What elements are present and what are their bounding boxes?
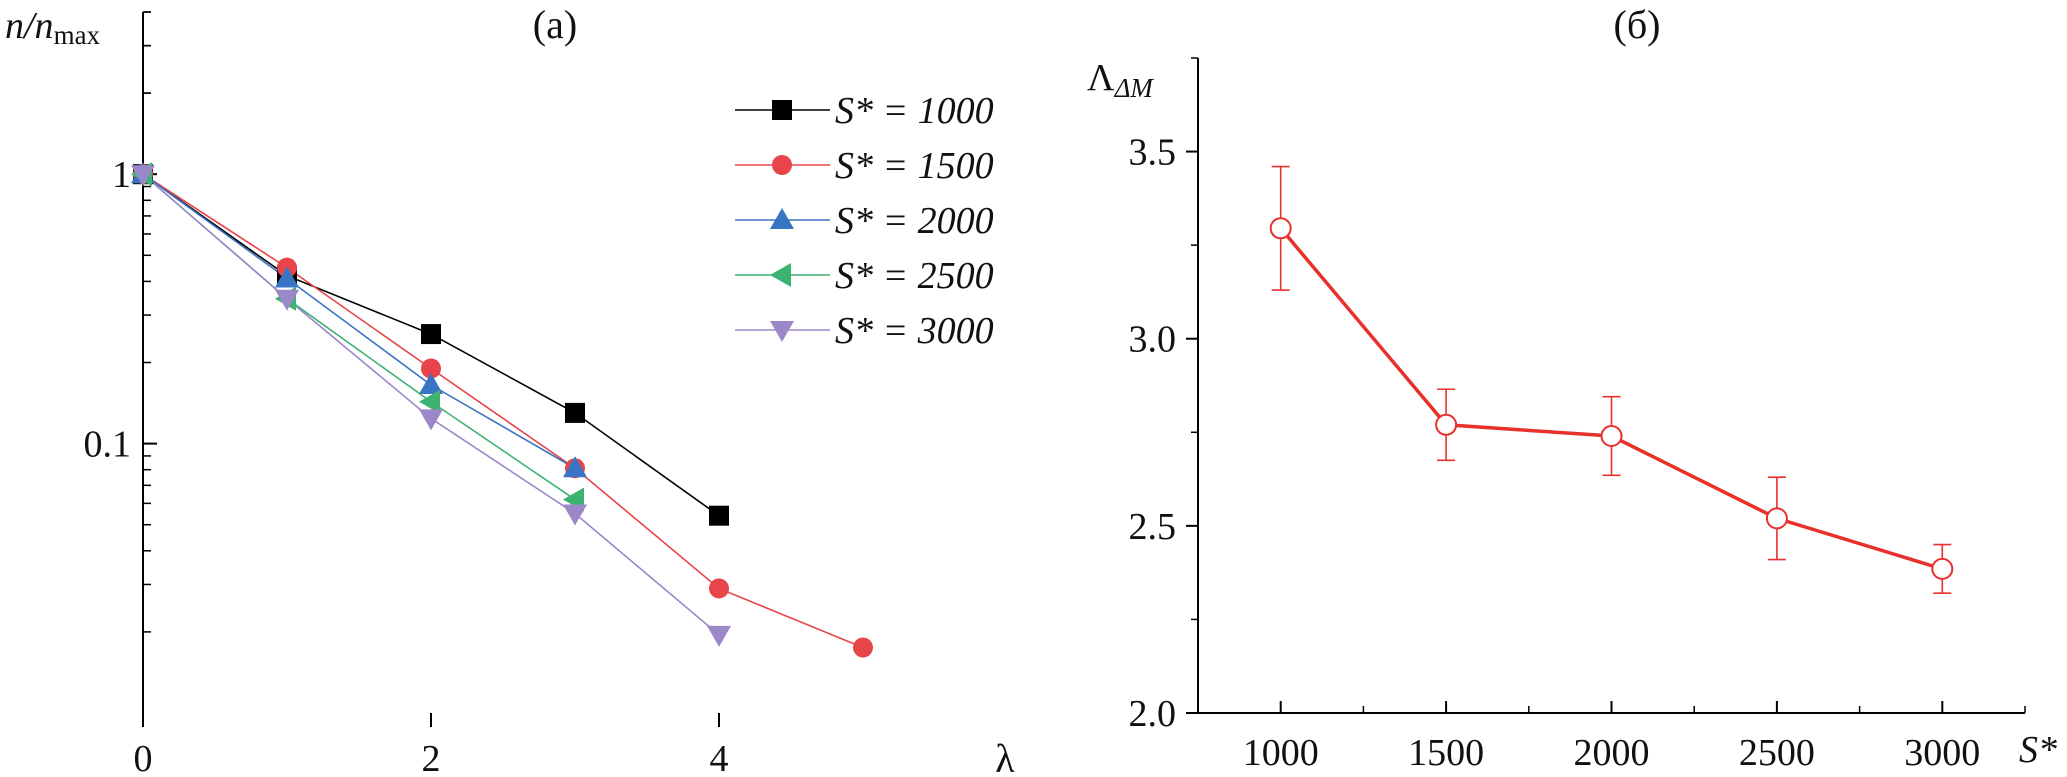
y-tick-label: 2.5 xyxy=(1129,506,1177,548)
panel-b-y-axis-label: ΛΔM xyxy=(1087,57,1154,103)
data-point xyxy=(131,165,155,187)
legend-label: S* = 2000 xyxy=(835,200,994,242)
data-point xyxy=(421,324,441,345)
panel-b-label: (б) xyxy=(1614,2,1661,47)
data-point xyxy=(419,389,440,414)
data-point xyxy=(709,505,729,526)
x-tick-label: 2000 xyxy=(1574,732,1650,774)
data-point xyxy=(853,637,873,658)
y-tick-label: 3.0 xyxy=(1129,319,1177,361)
data-point xyxy=(419,373,443,395)
data-point xyxy=(275,289,299,311)
y-tick-label: 3.5 xyxy=(1129,132,1177,174)
data-point xyxy=(709,578,729,599)
panel-a-label: (a) xyxy=(533,2,577,47)
legend-label: S* = 1500 xyxy=(835,145,994,187)
legend-marker xyxy=(770,321,794,342)
panel-b-x-axis-label: S* xyxy=(2019,729,2057,771)
y-tick-label: 0.1 xyxy=(84,424,132,466)
panel-a-legend: S* = 1000 S* = 1500 S* = 2000 S* = 2500 S* =… xyxy=(735,90,994,352)
series-line xyxy=(142,173,576,501)
data-point xyxy=(419,409,443,431)
y-tick-label: 2.0 xyxy=(1129,693,1177,735)
x-tick-label: 2 xyxy=(422,738,441,777)
data-point xyxy=(1435,413,1458,436)
data-point xyxy=(563,504,587,526)
x-tick-label: 1500 xyxy=(1408,732,1484,774)
data-point xyxy=(1931,557,1954,580)
data-point xyxy=(565,402,585,423)
data-point xyxy=(421,358,441,379)
legend-marker xyxy=(772,100,792,120)
legend-marker xyxy=(770,208,794,229)
x-tick-label: 1000 xyxy=(1243,732,1319,774)
data-point xyxy=(1600,425,1623,448)
data-point xyxy=(563,456,587,478)
data-point xyxy=(1269,217,1292,240)
x-tick-label: 0 xyxy=(134,738,153,777)
series-line xyxy=(142,173,576,469)
data-point xyxy=(1765,507,1788,530)
data-point xyxy=(707,625,731,647)
legend-label: S* = 1000 xyxy=(835,90,994,132)
panel-a-ticks: 0 2 4 0.1 1 xyxy=(84,11,729,777)
panel-a-series xyxy=(131,162,873,658)
series-line xyxy=(142,173,864,649)
panel-a-y-axis-label: n/nmax xyxy=(5,5,101,50)
panel-b-ticks: 1000 1500 2000 2500 3000 2.0 2.5 3.0 3.5 xyxy=(1129,57,2026,774)
y-tick-label: 1 xyxy=(112,154,131,196)
legend-marker xyxy=(770,263,791,287)
legend-marker xyxy=(772,155,792,175)
panel-b: (б) ΛΔM S* 1000 1500 2000 2500 3000 2.0 2.5 3.0… xyxy=(1087,2,2057,774)
data-point xyxy=(275,266,299,288)
x-tick-label: 2500 xyxy=(1739,732,1815,774)
panel-b-series xyxy=(1269,165,1954,595)
panel-a-x-axis-label: λ xyxy=(995,736,1015,777)
series-line xyxy=(142,173,720,517)
x-tick-label: 3000 xyxy=(1904,732,1980,774)
legend-label: S* = 3000 xyxy=(835,310,994,352)
legend-label: S* = 2500 xyxy=(835,255,994,297)
x-tick-label: 4 xyxy=(710,738,729,777)
